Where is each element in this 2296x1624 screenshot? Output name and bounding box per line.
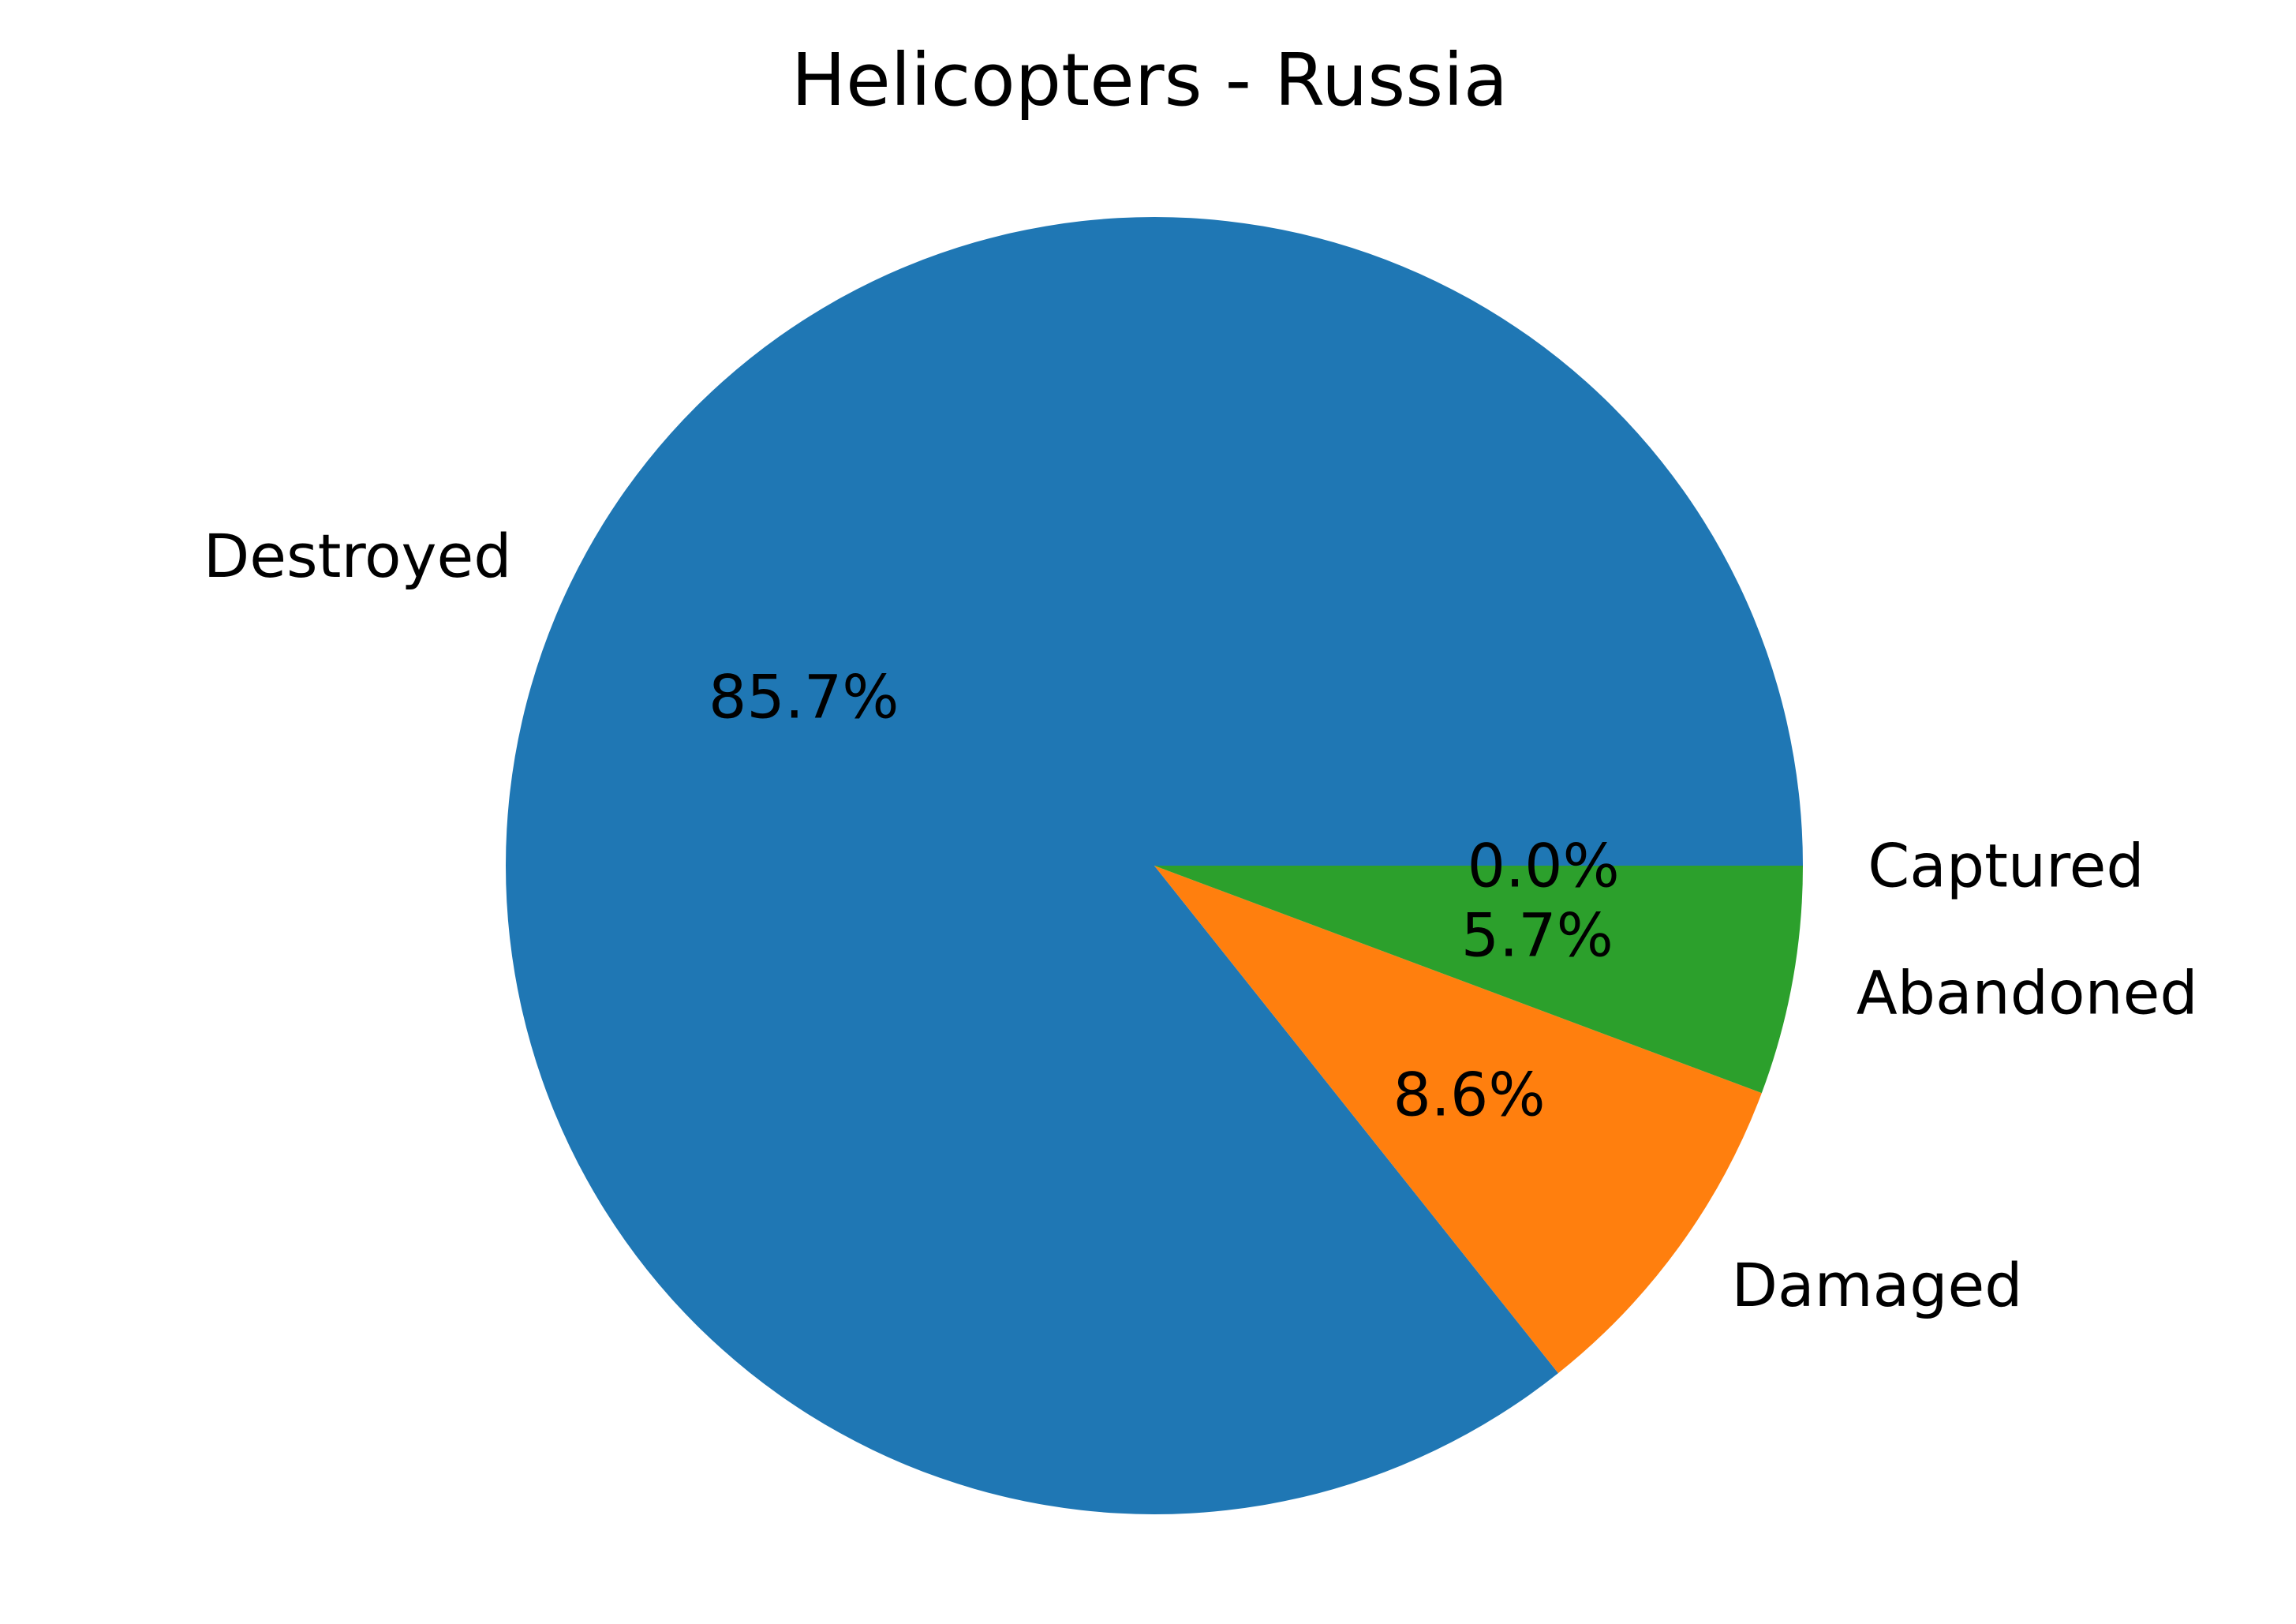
- pie-slice-abandoned: [1154, 866, 1803, 1094]
- pie-slice-damaged: [1154, 866, 1762, 1374]
- pct-label-destroyed: 85.7%: [709, 661, 899, 732]
- pie-slices: [505, 217, 1803, 1514]
- pct-label-abandoned: 5.7%: [1461, 900, 1614, 970]
- slice-label-captured: Captured: [1868, 831, 2144, 901]
- pie-labels: Destroyed 85.7% Damaged 8.6% Abandoned 5.7% Ca…: [204, 521, 2198, 1320]
- pct-label-captured: 0.0%: [1468, 831, 1620, 901]
- pct-label-damaged: 8.6%: [1393, 1059, 1545, 1129]
- slice-label-abandoned: Abandoned: [1857, 958, 2198, 1028]
- slice-label-damaged: Damaged: [1732, 1250, 2023, 1320]
- chart-title: Helicopters - Russia: [791, 38, 1508, 122]
- slice-label-destroyed: Destroyed: [204, 521, 512, 591]
